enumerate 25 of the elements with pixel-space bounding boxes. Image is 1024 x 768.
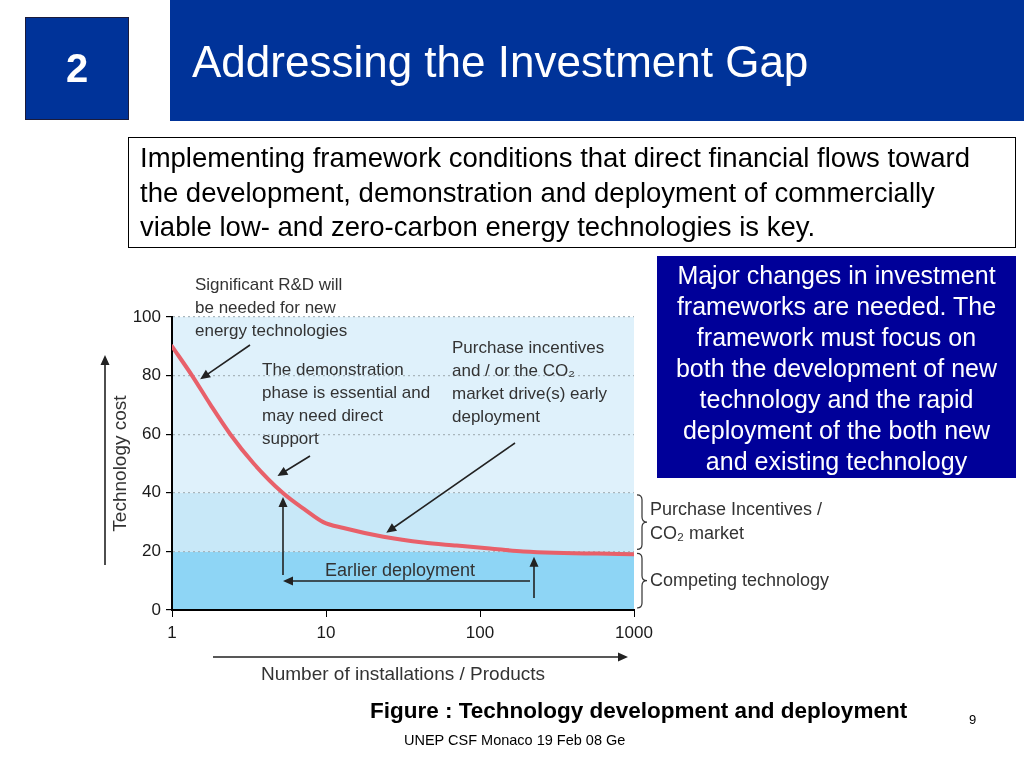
- chart-subtitle: Implementing framework conditions that direct financial flows toward the development, demonstration and deployment of commercially viable low- and zero-carbon energy technologies is key.: [128, 137, 1016, 248]
- x-axis-title: Number of installations / Products: [260, 662, 546, 684]
- annotation: Purchase incentives and / or the CO₂ market drive(s) early deployment: [452, 337, 608, 426]
- text: 2: [25, 17, 129, 120]
- y-axis-title: Technology cost: [108, 394, 130, 532]
- y-tick-label: 80: [142, 365, 161, 385]
- annotation: Earlier deployment: [324, 559, 476, 580]
- band-label: Purchase Incentives / CO₂ market: [650, 499, 823, 544]
- annotation: The demonstration phase is essential and may need direct support: [262, 359, 431, 448]
- y-tick-label: 0: [151, 599, 161, 619]
- x-tick-label: 1: [167, 622, 177, 642]
- chart-title: Addressing the Investment Gap: [192, 36, 809, 88]
- x-tick-label: 1000: [615, 622, 653, 642]
- x-tick-label: 10: [316, 622, 336, 642]
- text: Major changes in investment frameworks are needed. The framework must focus on both the development of new technology and the rapid deployment of the both new and existing technology: [657, 256, 1016, 478]
- y-tick-label: 40: [142, 482, 161, 502]
- y-tick-label: 100: [132, 306, 161, 326]
- x-tick-label: 100: [465, 622, 495, 642]
- text: UNEP CSF Monaco 19 Feb 08 Ge: [404, 732, 626, 748]
- text: 9: [969, 712, 977, 727]
- text: Figure : Technology development and deployment: [370, 698, 908, 724]
- y-tick-label: 20: [142, 541, 161, 561]
- band-label: Competing technology: [650, 569, 830, 590]
- annotation: Significant R&D will be needed for new energy technologies: [195, 274, 348, 340]
- y-tick-label: 60: [142, 423, 161, 443]
